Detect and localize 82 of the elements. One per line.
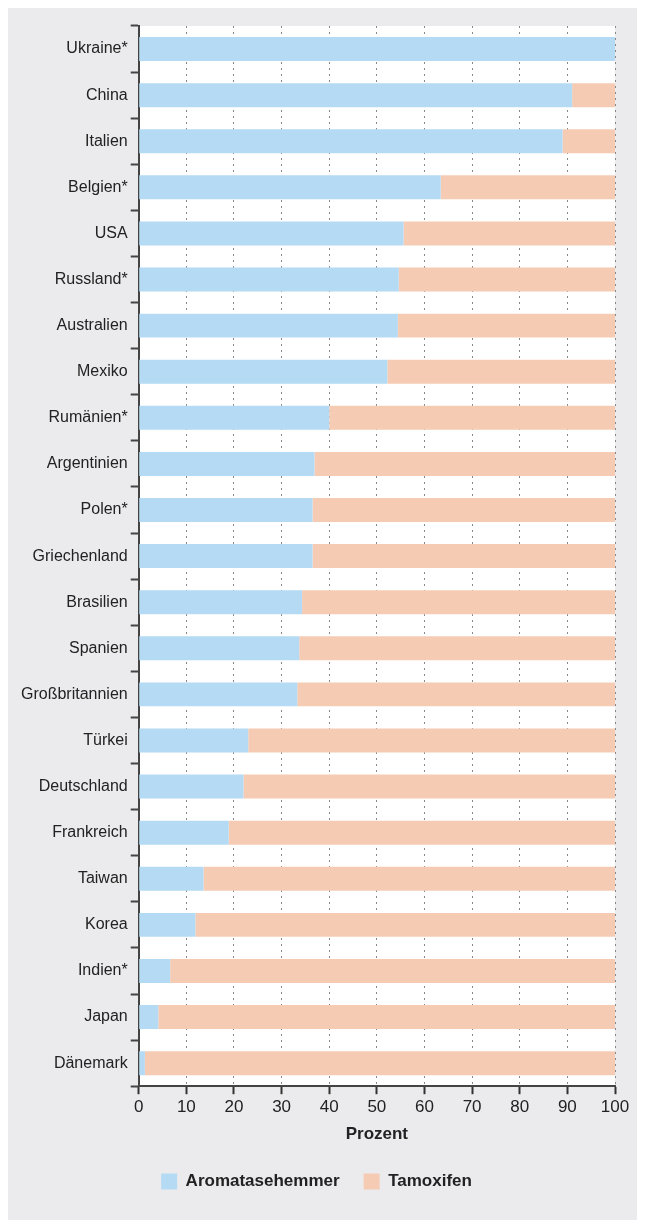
y-tick-label: Russland* xyxy=(54,269,128,287)
bar xyxy=(195,912,615,937)
bar xyxy=(139,129,563,154)
y-tick-label: Belgien* xyxy=(68,177,128,195)
x-tick-label: 90 xyxy=(557,1097,577,1117)
y-tick-label: Brasilien xyxy=(66,592,128,610)
bar xyxy=(312,498,615,522)
bar xyxy=(403,221,615,246)
bar xyxy=(144,1051,615,1076)
bar xyxy=(299,636,615,661)
y-tick-label: Japan xyxy=(84,1007,128,1025)
y-tick-label: Korea xyxy=(85,915,128,933)
y-tick-label: Polen* xyxy=(80,500,128,518)
bar xyxy=(139,866,204,891)
bar xyxy=(139,405,330,430)
bar xyxy=(139,221,404,246)
bar xyxy=(398,267,615,292)
bar xyxy=(387,359,615,384)
bar xyxy=(139,1051,145,1076)
y-tick-label: Australien xyxy=(56,316,128,334)
bar xyxy=(139,1005,159,1030)
y-tick-label: Griechenland xyxy=(32,546,128,564)
bar xyxy=(243,774,615,799)
bar xyxy=(302,590,615,615)
bar xyxy=(139,83,573,108)
x-tick-label: 80 xyxy=(510,1097,530,1117)
y-tick-label: USA xyxy=(94,223,129,241)
bar xyxy=(139,774,244,799)
bar xyxy=(228,820,615,845)
y-tick-label: China xyxy=(85,85,128,103)
x-tick-label: 100 xyxy=(600,1097,630,1117)
bar xyxy=(139,313,398,338)
y-tick-label: Ukraine* xyxy=(66,39,128,57)
y-tick-label: Rumänien* xyxy=(48,408,128,426)
bar xyxy=(139,544,313,569)
bar xyxy=(139,37,615,62)
bar xyxy=(139,498,313,522)
y-tick-label: Türkei xyxy=(83,730,128,748)
y-tick-label: Deutschland xyxy=(38,776,128,794)
bar xyxy=(139,175,441,200)
y-tick-label: Indien* xyxy=(77,961,128,979)
y-tick-label: Frankreich xyxy=(52,823,128,841)
x-tick-label: 50 xyxy=(367,1097,387,1117)
x-tick-label: 0 xyxy=(133,1097,144,1117)
bar xyxy=(203,866,615,891)
x-tick-label: 40 xyxy=(319,1097,339,1117)
bar xyxy=(158,1005,615,1030)
y-tick-label: Italien xyxy=(85,131,128,149)
bar xyxy=(139,728,249,753)
bar xyxy=(440,175,615,200)
bar xyxy=(170,958,615,983)
y-tick-label: Spanien xyxy=(69,638,128,656)
x-axis-title: Prozent xyxy=(345,1124,409,1144)
bar xyxy=(139,958,171,983)
bar xyxy=(139,359,388,384)
bar xyxy=(139,590,303,615)
y-tick-label: Dänemark xyxy=(53,1053,129,1071)
y-tick-label: Mexiko xyxy=(77,362,128,380)
y-tick-label: Großbritannien xyxy=(21,684,128,702)
bar xyxy=(139,267,399,292)
x-tick-label: 70 xyxy=(462,1097,482,1117)
legend-label: Tamoxifen xyxy=(388,1171,472,1191)
bar xyxy=(248,728,615,753)
x-tick-label: 30 xyxy=(272,1097,292,1117)
x-tick-label: 60 xyxy=(415,1097,434,1117)
bar xyxy=(397,313,615,338)
x-tick-label: 10 xyxy=(176,1097,196,1117)
y-tick-label: Argentinien xyxy=(46,454,128,472)
bar xyxy=(562,129,615,154)
bar xyxy=(139,820,229,845)
bar xyxy=(329,405,615,430)
bar xyxy=(139,912,196,937)
bar xyxy=(312,544,615,569)
legend-label: Aromatasehemmer xyxy=(185,1171,341,1191)
bar xyxy=(572,83,615,108)
bar xyxy=(139,636,300,661)
y-tick-label: Taiwan xyxy=(77,869,128,887)
x-tick-label: 20 xyxy=(224,1097,244,1117)
bar xyxy=(297,682,615,707)
bar xyxy=(314,451,615,476)
bar xyxy=(139,682,298,707)
bar xyxy=(139,451,315,476)
